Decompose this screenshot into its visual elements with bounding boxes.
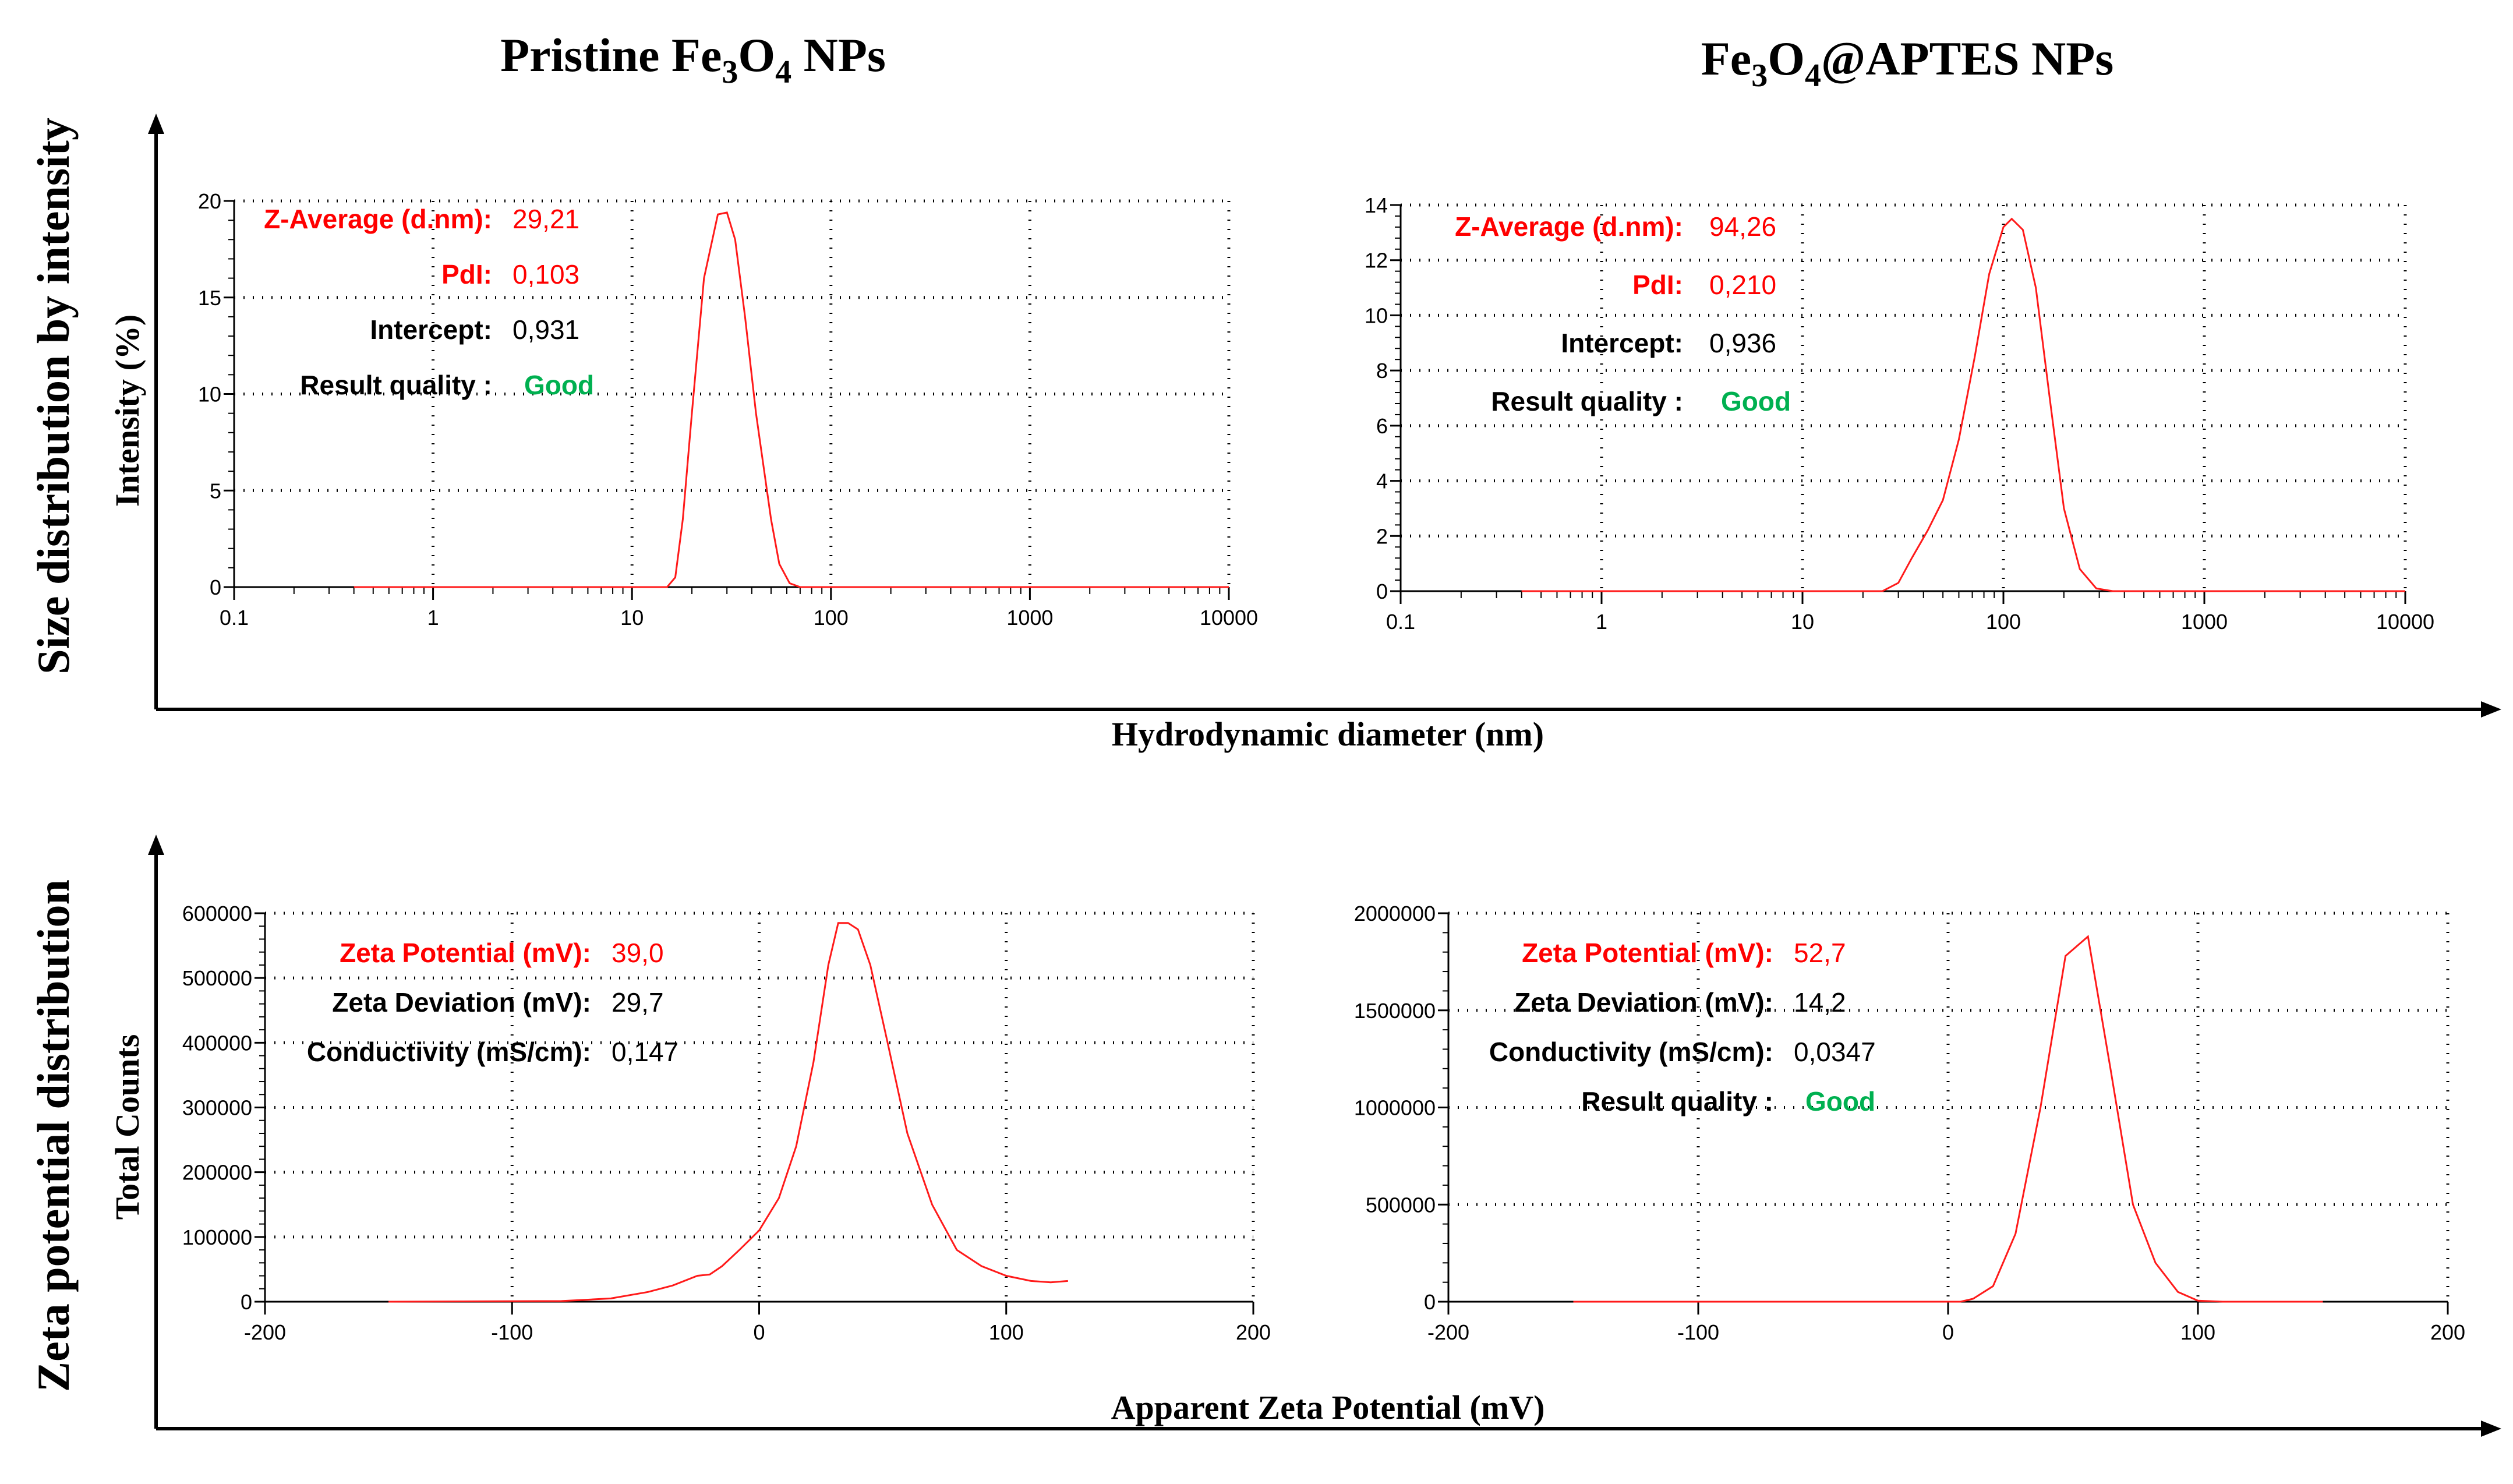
annotation-value: 39,0 [612,938,664,968]
x-tick-label: 100 [989,1320,1024,1344]
y-tick-label: 0 [1424,1290,1436,1314]
annotation-value: Good [524,370,594,400]
annotation-value: 29,7 [612,987,664,1017]
outer-axes-bottom [148,835,2501,1437]
y-tick-label: 1000000 [1354,1096,1436,1120]
y-tick-label: 8 [1376,359,1388,383]
header-right: Fe3O4@APTES NPs [1701,32,2114,94]
annotation-value: 14,2 [1794,987,1846,1017]
x-tick-label: 10000 [1200,606,1258,630]
x-tick-label: 100 [814,606,849,630]
y-tick-label: 600000 [182,902,252,925]
annotation-label: Zeta Deviation (mV): [332,987,591,1017]
x-tick-label: 0.1 [1386,610,1415,634]
x-tick-label: 1 [427,606,439,630]
xlabel-hydrodynamic: Hydrodynamic diameter (nm) [1112,715,1544,753]
y-tick-label: 100000 [182,1225,252,1249]
annotation-label: Zeta Potential (mV): [340,938,591,968]
y-tick-label: 400000 [182,1031,252,1055]
annotation-label: Conductivity (mS/cm): [1489,1037,1773,1067]
x-tick-label: 1 [1596,610,1607,634]
y-tick-label: 0 [241,1290,252,1314]
y-tick-label: 15 [198,286,221,310]
y-tick-label: 0 [1376,580,1388,603]
annotation-label: Intercept: [1561,328,1683,358]
x-tick-label: 10 [1791,610,1814,634]
row-label-size: Size distribution by intensity [28,118,79,674]
y-tick-label: 14 [1365,193,1388,217]
x-tick-label: 0 [753,1320,765,1344]
annotation-value: 0,103 [513,259,579,289]
annotation-value: 94,26 [1709,211,1776,242]
y-tick-label: 500000 [1366,1193,1436,1217]
y-tick-label: 10 [1365,303,1388,327]
header-left: Pristine Fe3O4 NPs [500,29,886,90]
x-tick-label: 0.1 [220,606,249,630]
annotation-value: 0,147 [612,1037,678,1067]
ylabel-total-counts: Total Counts [108,1034,146,1220]
x-tick-label: 10000 [2376,610,2434,634]
x-tick-label: -200 [244,1320,286,1344]
x-tick-label: 0 [1942,1320,1954,1344]
x-tick-label: -100 [1677,1320,1719,1344]
annotation-label: PdI: [1632,270,1683,300]
series-line [388,922,1068,1303]
row-label-zeta: Zeta potential distribution [28,879,79,1392]
y-tick-label: 10 [198,383,221,407]
annotation-value: 0,210 [1709,270,1776,300]
chart-size-aptes: 0.1 1 10 100 1000 10000 0 2 4 6 8 10 12 14 Z-Average (… [1365,193,2434,634]
x-tick-label: 200 [1236,1320,1271,1344]
x-tick-label: 1000 [1006,606,1053,630]
y-tick-label: 0 [210,575,221,599]
annotation-value: 0,936 [1709,328,1776,358]
annotation-label: Result quality : [300,370,492,400]
annotation-value: Good [1721,386,1791,416]
x-tick-label: -200 [1427,1320,1469,1344]
x-tick-label: -100 [491,1320,533,1344]
y-tick-label: 1500000 [1354,999,1436,1023]
xlabel-zeta: Apparent Zeta Potential (mV) [1111,1388,1545,1426]
y-tick-label: 5 [210,479,221,503]
annotation-label: Result quality : [1491,386,1683,416]
annotation-label: PdI: [441,259,492,289]
y-tick-label: 6 [1376,414,1388,438]
series-line [354,211,1229,588]
y-tick-label: 2000000 [1354,902,1436,925]
x-tick-label: 100 [1986,610,2021,634]
annotation-value: 0,931 [513,315,579,345]
annotation-value: 29,21 [513,204,579,234]
y-tick-label: 200000 [182,1161,252,1185]
annotation-label: Zeta Potential (mV): [1522,938,1773,968]
series-line [1573,935,2323,1303]
x-tick-label: 10 [620,606,644,630]
x-tick-label: 100 [2180,1320,2215,1344]
annotation-label: Z-Average (d.nm): [264,204,492,234]
chart-zeta-pristine: -200 -100 0 100 200 0 100000 200000 300000 400000… [182,902,1271,1344]
annotation-value: 52,7 [1794,938,1846,968]
y-tick-label: 20 [198,189,221,213]
annotation-label: Z-Average (d.nm): [1455,211,1683,242]
x-tick-label: 1000 [2181,610,2228,634]
outer-axes-top [148,114,2501,718]
y-tick-label: 12 [1365,249,1388,273]
annotation-label: Zeta Deviation (mV): [1514,987,1773,1017]
chart-size-pristine: 0.1 1 10 100 1000 10000 0 5 10 15 20 Z-Average (d.n… [198,189,1258,630]
y-tick-label: 300000 [182,1096,252,1120]
y-tick-label: 500000 [182,966,252,990]
y-tick-label: 2 [1376,524,1388,548]
annotation-label: Conductivity (mS/cm): [307,1037,591,1067]
series-line [1521,217,2405,592]
y-tick-label: 4 [1376,469,1388,493]
x-tick-label: 200 [2430,1320,2465,1344]
annotation-label: Intercept: [370,315,492,345]
annotation-value: 0,0347 [1794,1037,1876,1067]
annotation-label: Result quality : [1581,1086,1773,1116]
ylabel-intensity: Intensity (%) [108,315,146,507]
chart-zeta-aptes: -200 -100 0 100 200 0 500000 1000000 1500000 2000… [1354,902,2465,1344]
annotation-value: Good [1805,1086,1875,1116]
